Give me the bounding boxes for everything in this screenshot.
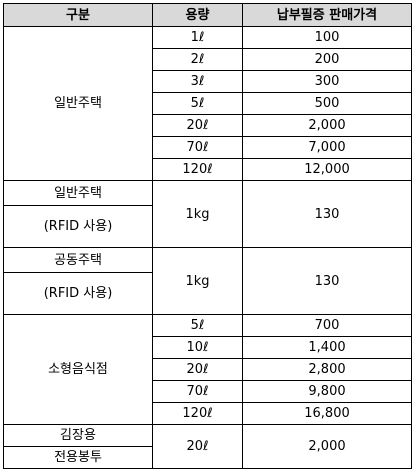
volume-cell: 1kg xyxy=(152,180,243,248)
table-row: (RFID 사용) xyxy=(3,272,412,315)
table-row: 김장용 20ℓ 2,000 xyxy=(3,424,412,469)
table-row: 120ℓ 16,800 xyxy=(4,402,412,425)
header-price: 납부필증 판매가격 xyxy=(242,3,412,27)
volume-cell: 1ℓ xyxy=(152,26,243,49)
table-row: 70ℓ 7,000 xyxy=(4,136,412,159)
table-row: 5ℓ 500 xyxy=(4,92,412,115)
category-general-house-rfid-line2: (RFID 사용) xyxy=(3,205,153,248)
price-cell: 7,000 xyxy=(242,136,412,159)
category-apartment-rfid-line2: (RFID 사용) xyxy=(3,272,153,315)
price-cell: 1,400 xyxy=(242,336,412,359)
price-cell: 500 xyxy=(242,92,412,115)
price-table: 구분 용량 납부필증 판매가격 일반주택 1ℓ 100 2ℓ 200 3ℓ 30… xyxy=(3,3,412,469)
volume-cell: 70ℓ xyxy=(152,136,243,159)
header-volume: 용량 xyxy=(152,3,243,27)
price-cell: 130 xyxy=(242,247,412,315)
volume-cell: 20ℓ xyxy=(152,424,243,469)
price-cell: 2,000 xyxy=(242,424,412,469)
volume-cell: 70ℓ xyxy=(152,380,243,403)
table-row: 소형음식점 5ℓ 700 xyxy=(3,314,412,425)
category-general-house-rfid-line1: 일반주택 xyxy=(3,180,153,206)
volume-cell: 2ℓ xyxy=(152,48,243,71)
table-row: 일반주택 1kg 130 xyxy=(3,180,412,248)
price-cell: 2,000 xyxy=(242,114,412,137)
price-cell: 700 xyxy=(242,314,412,337)
price-cell: 2,800 xyxy=(242,358,412,381)
category-general-house: 일반주택 xyxy=(3,26,153,181)
volume-cell: 3ℓ xyxy=(152,70,243,93)
price-cell: 12,000 xyxy=(242,158,412,181)
table-row: 10ℓ 1,400 xyxy=(4,336,412,359)
volume-cell: 5ℓ xyxy=(152,314,243,337)
table-row: (RFID 사용) xyxy=(3,205,412,248)
volume-cell: 5ℓ xyxy=(152,92,243,115)
category-apartment-rfid-line1: 공동주택 xyxy=(3,247,153,273)
table-row: 전용봉투 xyxy=(3,446,412,469)
volume-cell: 1kg xyxy=(152,247,243,315)
volume-cell: 20ℓ xyxy=(152,114,243,137)
volume-cell: 120ℓ xyxy=(152,158,243,181)
volume-cell: 120ℓ xyxy=(152,402,243,425)
category-small-restaurant: 소형음식점 xyxy=(3,314,153,425)
price-cell: 100 xyxy=(242,26,412,49)
volume-cell: 20ℓ xyxy=(152,358,243,381)
price-cell: 9,800 xyxy=(242,380,412,403)
header-row: 구분 용량 납부필증 판매가격 xyxy=(3,3,412,27)
price-cell: 200 xyxy=(242,48,412,71)
volume-cell: 10ℓ xyxy=(152,336,243,359)
table-row: 일반주택 1ℓ 100 xyxy=(3,26,412,181)
price-cell: 16,800 xyxy=(242,402,412,425)
table-row: 공동주택 1kg 130 xyxy=(3,247,412,315)
category-kimjang-line1: 김장용 xyxy=(3,424,153,447)
header-category: 구분 xyxy=(3,3,153,27)
price-cell: 130 xyxy=(242,180,412,248)
category-kimjang-line2: 전용봉투 xyxy=(3,446,153,469)
price-cell: 300 xyxy=(242,70,412,93)
